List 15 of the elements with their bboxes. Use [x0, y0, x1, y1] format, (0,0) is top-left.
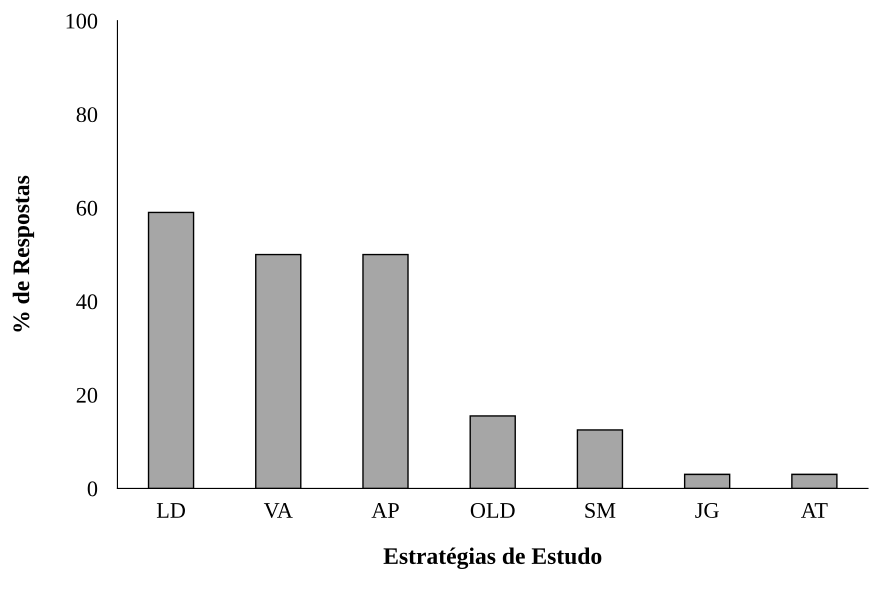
y-tick-label: 60	[76, 200, 98, 216]
x-tick-label: AT	[801, 503, 828, 518]
x-tick-label: AP	[372, 503, 399, 518]
y-tick-label: 40	[76, 294, 98, 310]
x-tick-label: LD	[156, 503, 185, 518]
x-axis-title: Estratégias de Estudo	[384, 547, 602, 570]
x-tick-label: VA	[264, 503, 293, 518]
y-axis-title: % de Respostas	[12, 176, 34, 332]
x-tick-label: OLD	[470, 502, 515, 518]
x-tick-label: JG	[695, 502, 719, 518]
x-tick-label: SM	[585, 502, 616, 518]
y-tick-label: 0	[88, 481, 98, 496]
y-tick-label: 20	[76, 388, 98, 403]
y-tick-label: 80	[76, 107, 98, 122]
y-tick-label: 100	[66, 14, 98, 29]
